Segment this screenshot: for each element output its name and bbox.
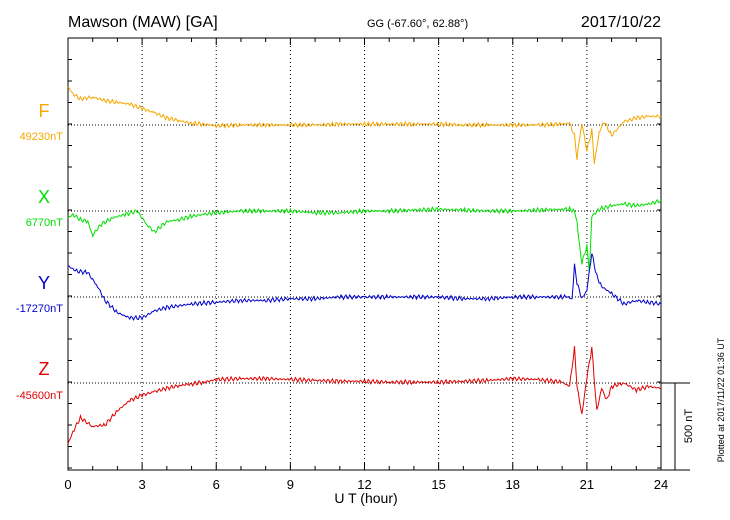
date-label: 2017/10/22 xyxy=(581,14,661,31)
series-line-x xyxy=(67,198,662,273)
x-tick-label: 6 xyxy=(213,477,220,492)
series-name-x: X xyxy=(38,187,50,207)
series-line-y xyxy=(67,253,662,322)
x-tick-label: 24 xyxy=(654,477,668,492)
axis-ticks xyxy=(67,38,662,470)
x-tick-label: 21 xyxy=(580,477,594,492)
coords-label: GG (-67.60°, 62.88°) xyxy=(367,18,468,30)
x-axis-label: U T (hour) xyxy=(334,490,397,506)
baseline-value-z: -45600nT xyxy=(16,390,63,402)
station-title: Mawson (MAW) [GA] xyxy=(68,14,218,31)
baseline-value-y: -17270nT xyxy=(16,303,63,315)
series-name-y: Y xyxy=(38,273,50,293)
scale-bar-label: 500 nT xyxy=(683,409,695,444)
series-labels: F 49230nT X 6770nT Y -17270nT Z -45600nT xyxy=(16,101,63,402)
grid-lines xyxy=(68,38,661,470)
plotted-at-note: Plotted at 2017/11/22 01:36 UT xyxy=(716,337,726,462)
x-tick-label: 0 xyxy=(64,477,71,492)
series-name-f: F xyxy=(39,101,50,121)
series-lines xyxy=(67,86,662,445)
baseline-value-f: 49230nT xyxy=(20,131,64,143)
series-name-z: Z xyxy=(39,359,50,379)
series-line-z xyxy=(67,346,662,445)
series-line-f xyxy=(67,86,662,164)
x-tick-label: 18 xyxy=(506,477,520,492)
x-tick-labels: 0 3 6 9 12 15 18 21 24 xyxy=(64,477,668,492)
x-tick-label: 3 xyxy=(139,477,146,492)
scale-bar: 500 nT xyxy=(661,382,695,471)
x-tick-label: 12 xyxy=(357,477,371,492)
baseline-value-x: 6770nT xyxy=(26,217,64,229)
x-tick-label: 15 xyxy=(431,477,445,492)
x-tick-label: 9 xyxy=(287,477,294,492)
